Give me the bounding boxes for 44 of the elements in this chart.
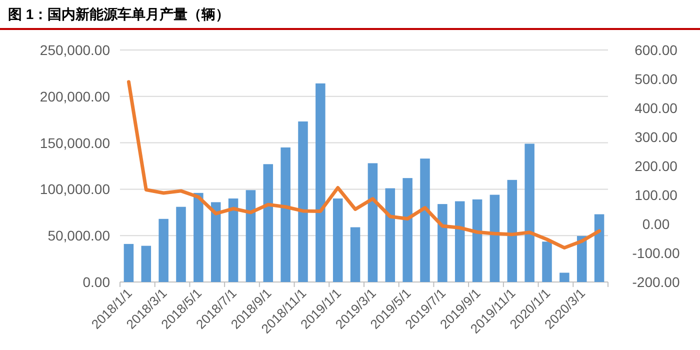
bar bbox=[368, 163, 378, 282]
bar bbox=[124, 244, 134, 282]
bar bbox=[524, 144, 534, 282]
bar bbox=[594, 214, 604, 282]
bar bbox=[210, 202, 221, 282]
y-tick-label: 150,000.00 bbox=[40, 134, 110, 151]
y2-tick-label: 500.00 bbox=[634, 71, 678, 87]
y-tick-label: 200,000.00 bbox=[40, 88, 110, 104]
bar bbox=[176, 206, 186, 282]
bar bbox=[472, 199, 482, 282]
bar bbox=[298, 121, 308, 282]
bar bbox=[420, 158, 430, 282]
bar bbox=[158, 218, 168, 282]
bar bbox=[507, 180, 518, 282]
y2-tick-label: 600.00 bbox=[634, 42, 678, 58]
bar bbox=[332, 198, 343, 282]
bar bbox=[385, 188, 396, 282]
y-tick-label: 250,000.00 bbox=[40, 42, 110, 58]
bar bbox=[454, 201, 465, 282]
bar bbox=[280, 147, 290, 282]
chart-title: 图 1：国内新能源车单月产量（辆） bbox=[8, 6, 230, 22]
y2-tick-label: 100.00 bbox=[634, 187, 678, 203]
bar bbox=[194, 192, 204, 282]
y2-tick-label: 300.00 bbox=[634, 129, 678, 145]
bar bbox=[316, 83, 326, 282]
y2-tick-label: 400.00 bbox=[634, 100, 678, 116]
bar bbox=[402, 178, 412, 282]
bar bbox=[263, 164, 274, 282]
bar bbox=[246, 190, 256, 282]
bar bbox=[350, 227, 360, 282]
bar bbox=[542, 242, 552, 282]
y2-tick-label: -100.00 bbox=[632, 245, 680, 261]
bar bbox=[228, 198, 238, 282]
y-tick-label: 100,000.00 bbox=[40, 181, 110, 198]
y2-tick-label: 0.00 bbox=[642, 216, 670, 232]
y-tick-label: 50,000.00 bbox=[48, 228, 110, 244]
bar bbox=[490, 194, 500, 282]
bar bbox=[141, 246, 152, 282]
y-tick-label: 0.00 bbox=[82, 274, 110, 290]
y2-tick-label: 200.00 bbox=[634, 158, 678, 174]
bar bbox=[560, 272, 570, 282]
line-series bbox=[126, 80, 602, 250]
bar bbox=[438, 204, 448, 282]
y2-tick-label: -200.00 bbox=[632, 274, 680, 290]
